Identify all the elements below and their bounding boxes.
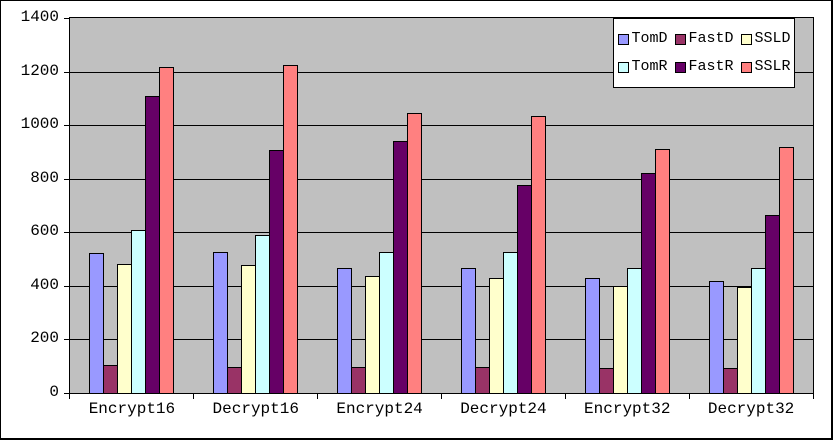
legend: TomD FastD SSLD TomR FastR SSLR	[613, 18, 795, 88]
x-axis-label: Encrypt32	[584, 400, 671, 418]
bar-tomr-encrypt24	[379, 252, 395, 393]
bar-ssld-decrypt16	[241, 265, 257, 393]
y-axis-tick	[64, 18, 69, 19]
bar-group-decrypt16	[194, 18, 318, 393]
legend-item-tomr: TomR	[617, 58, 675, 75]
bar-fastr-decrypt24	[516, 185, 532, 393]
legend-swatch-icon	[617, 33, 629, 45]
y-axis-label: 200	[30, 329, 59, 347]
bar-fastr-encrypt24	[393, 140, 409, 393]
x-axis-tick	[69, 394, 70, 399]
bar-sslr-encrypt32	[654, 149, 670, 393]
x-axis-tick	[317, 394, 318, 399]
x-axis-label: Decrypt16	[212, 400, 299, 418]
legend-swatch-icon	[740, 61, 752, 73]
bar-group-decrypt24	[441, 18, 565, 393]
bar-group-encrypt16	[70, 18, 194, 393]
legend-item-sslr: SSLR	[740, 58, 791, 75]
x-axis-tick	[565, 394, 566, 399]
bar-ssld-encrypt32	[612, 286, 628, 393]
bar-ssld-encrypt16	[117, 264, 133, 393]
y-axis-label: 1400	[20, 8, 59, 26]
y-axis-label: 600	[30, 222, 59, 240]
bar-sslr-decrypt24	[530, 116, 546, 393]
legend-item-tomd: TomD	[617, 30, 675, 47]
bar-sslr-encrypt16	[159, 66, 175, 393]
bar-group-encrypt32	[565, 18, 689, 393]
bar-ssld-decrypt32	[736, 287, 752, 393]
y-axis-label: 400	[30, 276, 59, 294]
legend-label: SSLR	[754, 58, 791, 75]
bar-group-encrypt24	[318, 18, 442, 393]
legend-label: TomD	[631, 30, 668, 47]
bar-tomd-decrypt32	[708, 280, 724, 393]
y-axis-tick	[64, 286, 69, 287]
legend-label: TomR	[631, 58, 668, 75]
x-axis-label: Encrypt24	[336, 400, 423, 418]
gridline	[70, 125, 813, 126]
bar-fastd-encrypt16	[103, 365, 119, 393]
bar-fastd-encrypt24	[351, 366, 367, 393]
bar-tomd-encrypt16	[89, 253, 105, 393]
bar-tomd-encrypt24	[337, 267, 353, 393]
legend-swatch-icon	[740, 33, 752, 45]
gridline	[70, 72, 813, 73]
legend-item-fastr: FastR	[674, 58, 741, 75]
y-axis-label: 1000	[20, 115, 59, 133]
gridline	[70, 286, 813, 287]
bar-tomr-encrypt16	[131, 230, 147, 393]
x-axis-tick	[689, 394, 690, 399]
bar-tomr-decrypt24	[502, 251, 518, 393]
legend-swatch-icon	[617, 61, 629, 73]
y-axis-label: 0	[49, 383, 59, 401]
legend-label: FastR	[688, 58, 734, 75]
y-axis-tick	[64, 232, 69, 233]
x-axis-tick	[193, 394, 194, 399]
bar-group-decrypt32	[689, 18, 813, 393]
legend-swatch-icon	[674, 33, 686, 45]
y-axis-tick	[64, 339, 69, 340]
bar-fastr-decrypt16	[269, 150, 285, 393]
bar-fastr-decrypt32	[764, 214, 780, 393]
bar-groups	[70, 18, 813, 393]
gridline	[70, 232, 813, 233]
bar-fastr-encrypt32	[640, 172, 656, 393]
x-axis-tick	[441, 394, 442, 399]
bar-tomd-decrypt16	[213, 251, 229, 393]
legend-item-ssld: SSLD	[740, 30, 791, 47]
bar-fastd-encrypt32	[598, 367, 614, 393]
y-axis-label: 800	[30, 169, 59, 187]
bar-sslr-decrypt16	[283, 64, 299, 393]
y-axis-label: 1200	[20, 62, 59, 80]
bar-ssld-encrypt24	[365, 275, 381, 393]
bar-fastd-decrypt24	[474, 367, 490, 393]
bar-fastd-decrypt32	[722, 368, 738, 393]
legend-item-fastd: FastD	[674, 30, 741, 47]
y-axis-tick	[64, 72, 69, 73]
bar-fastd-decrypt16	[227, 366, 243, 393]
x-axis-label: Decrypt32	[707, 400, 795, 418]
gridline	[70, 179, 813, 180]
gridline	[70, 339, 813, 340]
bar-sslr-decrypt32	[778, 147, 794, 393]
bar-tomd-decrypt24	[460, 268, 476, 393]
y-axis-tick	[64, 393, 69, 394]
bar-tomr-decrypt16	[255, 234, 271, 393]
x-axis-label: Decrypt24	[460, 400, 547, 418]
bar-ssld-decrypt24	[488, 277, 504, 393]
legend-label: SSLD	[754, 30, 791, 47]
bar-sslr-encrypt24	[407, 113, 423, 393]
x-axis-label: Encrypt16	[88, 400, 176, 418]
y-axis-tick	[64, 125, 69, 126]
legend-label: FastD	[688, 30, 734, 47]
x-axis-tick	[813, 394, 814, 399]
bar-tomr-encrypt32	[626, 267, 642, 393]
legend-swatch-icon	[674, 61, 686, 73]
y-axis-tick	[64, 179, 69, 180]
bar-tomr-decrypt32	[750, 268, 766, 393]
bar-fastr-encrypt16	[145, 95, 161, 393]
bar-tomd-encrypt32	[584, 278, 600, 393]
